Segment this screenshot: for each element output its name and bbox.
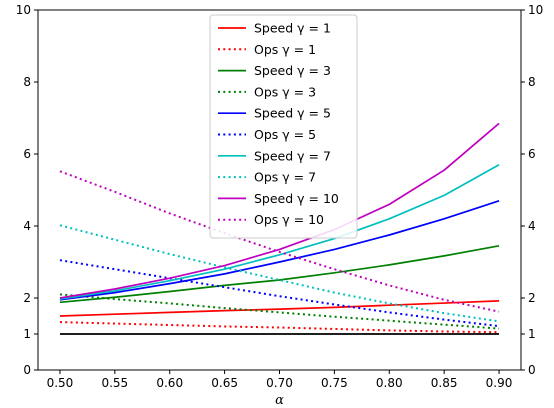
legend-label: Speed γ = 5 xyxy=(254,106,331,121)
legend-label: Speed γ = 3 xyxy=(254,63,331,78)
legend-label: Ops γ = 7 xyxy=(254,170,316,185)
legend: Speed γ = 1 Ops γ = 1 Speed γ = 3 Ops γ = 3… xyxy=(209,14,358,239)
y-tick-label-left: 2 xyxy=(23,291,31,305)
y-tick-label-left: 6 xyxy=(23,147,31,161)
y-tick-label-right: 0 xyxy=(528,363,536,377)
legend-label: Speed γ = 1 xyxy=(254,21,331,36)
y-tick-label-right: 2 xyxy=(528,291,536,305)
series-line-3 xyxy=(59,293,500,330)
y-tick-label-right: 6 xyxy=(528,147,536,161)
series-line-8 xyxy=(59,122,500,299)
series-line-0 xyxy=(59,300,500,317)
x-tick-label: 0.60 xyxy=(156,376,183,390)
series-line-6 xyxy=(59,164,500,300)
legend-label: Ops γ = 5 xyxy=(254,127,316,142)
x-tick-label: 0.75 xyxy=(321,376,348,390)
y-tick-label-right: 1 xyxy=(528,327,536,341)
legend-box xyxy=(209,14,358,239)
y-tick-label-left: 10 xyxy=(16,3,31,17)
legend-label: Ops γ = 1 xyxy=(254,42,316,57)
series-line-9 xyxy=(59,170,500,313)
x-tick-label: 0.85 xyxy=(431,376,458,390)
series-line-7 xyxy=(59,224,500,323)
y-tick-label-right: 8 xyxy=(528,75,536,89)
series-line-5 xyxy=(59,259,500,328)
x-tick-label: 0.70 xyxy=(266,376,293,390)
y-tick-label-right: 4 xyxy=(528,219,536,233)
y-tick-label-right: 10 xyxy=(528,3,543,17)
y-tick-label-left: 8 xyxy=(23,75,31,89)
legend-label: Ops γ = 3 xyxy=(254,84,316,99)
y-tick-label-left: 4 xyxy=(23,219,31,233)
y-tick-label-left: 1 xyxy=(23,327,31,341)
legend-label: Speed γ = 7 xyxy=(254,148,331,163)
series-line-2 xyxy=(59,244,500,304)
x-tick-label: 0.90 xyxy=(486,376,513,390)
x-tick-label: 0.55 xyxy=(101,376,128,390)
ticks-layer: 0.50 0.55 0.60 0.65 0.70 0.75 0.80 0.85 0.90 0 0 1 1… xyxy=(16,3,544,390)
legend-label: Speed γ = 10 xyxy=(254,191,339,206)
x-tick-label: 0.80 xyxy=(376,376,403,390)
series-layer xyxy=(59,122,500,335)
x-axis-label: α xyxy=(275,393,284,408)
y-tick-label-left: 0 xyxy=(23,363,31,377)
legend-label: Ops γ = 10 xyxy=(254,212,324,227)
series-line-4 xyxy=(59,199,500,301)
x-tick-label: 0.65 xyxy=(211,376,238,390)
series-line-1 xyxy=(59,321,500,334)
x-tick-label: 0.50 xyxy=(47,376,74,390)
